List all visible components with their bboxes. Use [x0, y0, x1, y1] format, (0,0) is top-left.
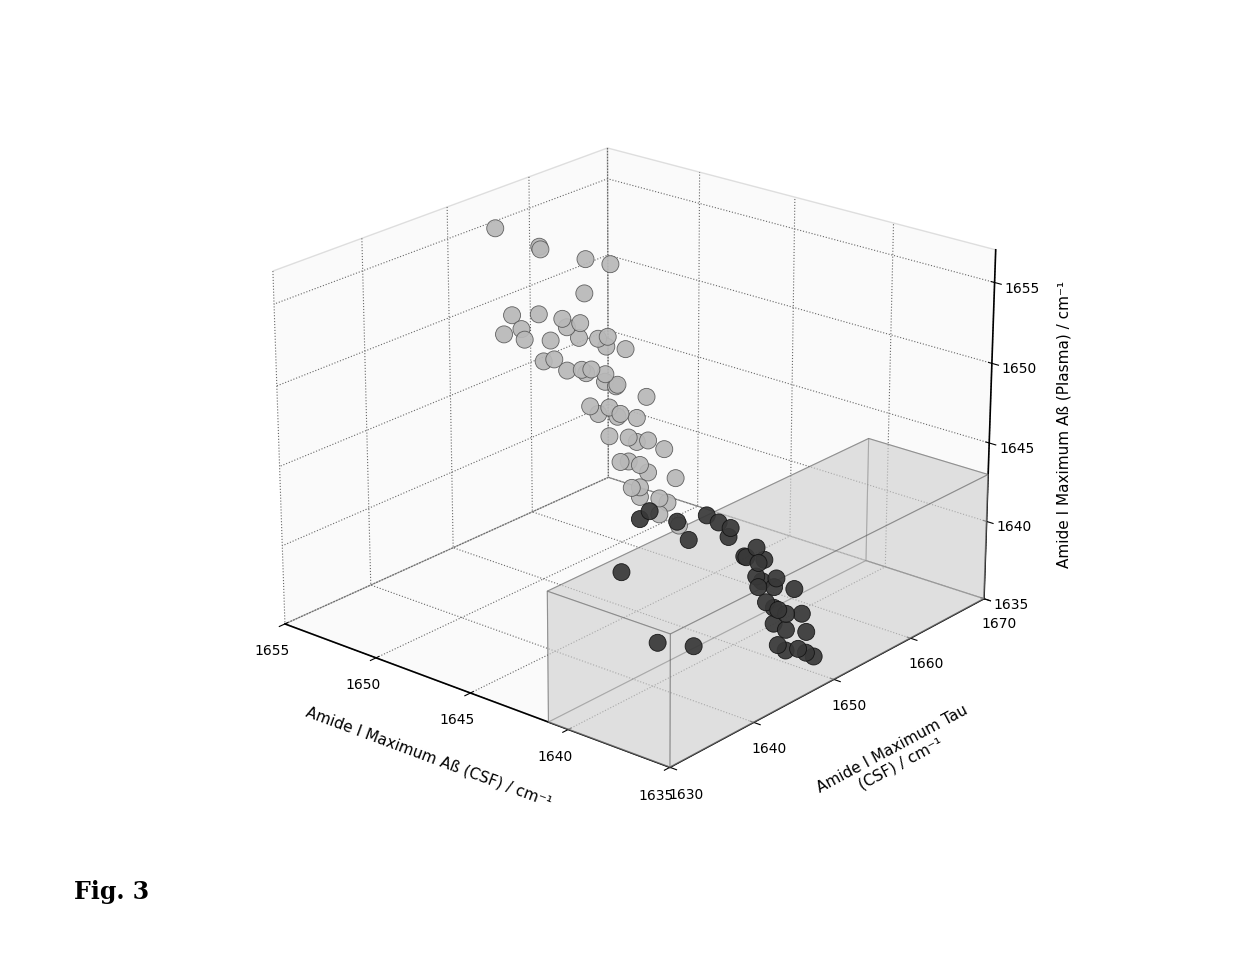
Text: Fig. 3: Fig. 3 — [74, 880, 150, 903]
Y-axis label: Amide I Maximum Tau
(CSF) / cm⁻¹: Amide I Maximum Tau (CSF) / cm⁻¹ — [815, 703, 978, 811]
X-axis label: Amide I Maximum Aß (CSF) / cm⁻¹: Amide I Maximum Aß (CSF) / cm⁻¹ — [304, 705, 553, 810]
